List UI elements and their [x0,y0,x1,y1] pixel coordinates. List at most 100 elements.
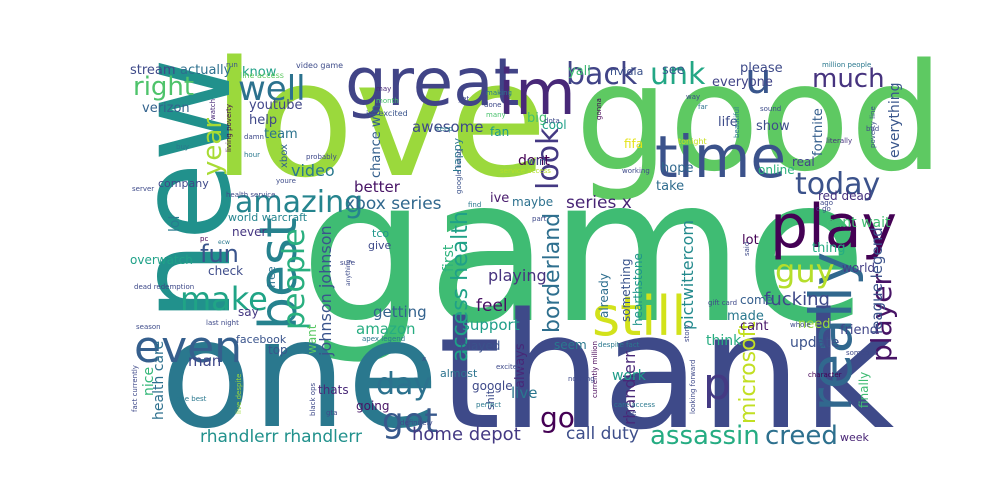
word-great: great [345,44,520,121]
word-beautiful: beautiful [733,106,741,138]
word-c-go: c go [816,205,831,213]
word-check: check [208,264,244,278]
word-youre: youre [276,177,296,185]
word-tco: tco [372,227,390,240]
word-going: going [356,399,390,413]
word-video-game: video game [296,61,344,70]
word-want: want [305,324,319,354]
word-rhandlerr-rhandlerr: rhandlerr rhandlerr [200,427,363,447]
word-find: find [468,201,482,209]
word-one-best: one best [176,395,207,403]
word-friend: friend [840,323,879,338]
word-im-excited: im excited [366,109,408,118]
word-health-care: health care [151,340,167,420]
word-cool: cool [542,118,567,132]
word-today: today [795,167,881,202]
word-year: year [198,117,228,176]
word-one: one [160,288,440,462]
word-facebook: facebook [236,333,287,346]
word-first: first [441,244,457,272]
word-way: way [686,93,701,101]
word-come: come [740,293,774,307]
word-sound: sound [760,105,782,113]
word-excited: excited [496,363,522,371]
word-time: time [655,123,787,191]
word-last-night: last night [206,319,239,327]
word-damn: damn [244,133,264,141]
word-guy: guy [775,252,835,290]
word-show: show [756,119,790,134]
word-fucking: fucking [764,289,830,310]
word-video: video [291,161,335,180]
word-almost: almost [440,367,478,380]
word-even: even [134,322,243,373]
word-go: go [540,401,575,434]
word-lot: lot [742,233,759,248]
word-red-dead: red dead [818,189,872,203]
word-health-service: health service [226,191,276,199]
word-gta: gta [326,409,338,417]
word-making: making [486,89,512,97]
word-say: say [238,305,259,319]
word-home-depot: home depot [412,424,521,445]
word-living-poverty: living poverty [225,103,233,152]
word-anything: anything [345,259,352,286]
word-series-x: series x [566,193,632,213]
word-give: give [368,239,392,252]
word-amazing: amazing [235,185,364,220]
word-need: need [798,317,831,332]
word-already: already [597,273,611,318]
word-part: part [532,215,547,223]
word-playing: playing [488,266,547,285]
word-creed: creed [765,421,838,451]
word-know: know [242,65,277,80]
word-definitely: definitely [400,419,433,427]
word-take: take [656,179,685,194]
word-yet: yet [458,95,470,103]
word-probably: probably [306,153,337,161]
word-feel: feel [476,296,508,316]
word-done: done [484,101,502,109]
word-week: week [840,431,869,444]
word-hour: hour [244,151,261,159]
word-real: real [792,155,815,169]
word-fun: fun [200,240,239,268]
word-update: update [790,335,840,351]
word-good: good [575,32,944,204]
word-assassin: assassin [650,421,760,451]
word-looking-forward: looking forward [689,359,697,414]
word-p: p [703,359,731,410]
word-unk: unk [650,57,706,92]
word-fact-currently: fact currently [131,365,139,412]
word-run: run [226,61,238,69]
word-win: win [527,155,547,168]
word-johnson-johnson: johnson johnson [316,225,335,356]
word-may: may [376,85,392,93]
word-played: played [460,339,501,353]
word-help: help [249,113,278,128]
word-man: man [188,352,222,370]
word-overwatch: overwatch [130,253,193,267]
word-character: character [808,371,842,379]
word-said: said [743,241,751,256]
word-seem: seem [554,338,587,352]
word-right: right [133,72,195,102]
word-keep: keep [436,125,453,133]
word-currently-million: currently million [591,341,599,398]
word-despite-fact: despite fact [598,341,640,349]
word-gonna: gonna [595,98,603,120]
word-care-access: care access [614,401,655,409]
word-watch: watch [209,98,217,120]
word-service-access: service access [500,167,551,175]
word-tonight: tonight [678,137,707,146]
word-cant-wait: cant wait [826,215,891,231]
word-someone: someone [846,349,879,357]
word-stream: stream [130,63,176,78]
word-server: server [132,185,155,193]
word-thing: thing [812,241,846,256]
word-much: much [812,64,885,94]
word-whole: whole [790,321,811,329]
word-getting: getting [373,303,427,321]
word-please: please [740,61,783,76]
